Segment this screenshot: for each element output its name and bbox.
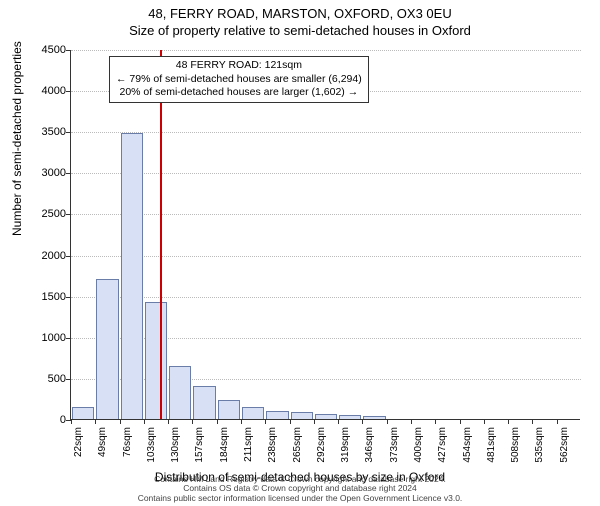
xtick-label: 292sqm (316, 427, 327, 463)
xtick-label: 319sqm (340, 427, 351, 463)
xtick-label: 454sqm (462, 427, 473, 463)
xtick-mark (411, 419, 412, 424)
xtick-label: 346sqm (364, 427, 375, 463)
histogram-bar (315, 414, 337, 419)
histogram-bar (363, 416, 385, 419)
ytick-mark (66, 50, 71, 51)
ytick-label: 2500 (26, 208, 66, 220)
gridline (71, 256, 581, 257)
histogram-bar (121, 133, 143, 419)
xtick-label: 76sqm (122, 427, 133, 457)
chart-title-line1: 48, FERRY ROAD, MARSTON, OXFORD, OX3 0EU (0, 6, 600, 21)
xtick-mark (71, 419, 72, 424)
ytick-mark (66, 379, 71, 380)
xtick-mark (217, 419, 218, 424)
xtick-label: 400sqm (413, 427, 424, 463)
ytick-label: 3000 (26, 167, 66, 179)
xtick-mark (265, 419, 266, 424)
gridline (71, 50, 581, 51)
xtick-mark (168, 419, 169, 424)
xtick-mark (192, 419, 193, 424)
ytick-mark (66, 214, 71, 215)
annotation-line: 48 FERRY ROAD: 121sqm (116, 59, 362, 73)
ytick-mark (66, 91, 71, 92)
xtick-mark (484, 419, 485, 424)
plot-region: 05001000150020002500300035004000450022sq… (70, 50, 580, 420)
xtick-label: 238sqm (267, 427, 278, 463)
xtick-label: 535sqm (534, 427, 545, 463)
xtick-mark (435, 419, 436, 424)
ytick-label: 500 (26, 373, 66, 385)
histogram-bar (169, 366, 191, 419)
xtick-label: 373sqm (389, 427, 400, 463)
ytick-label: 0 (26, 414, 66, 426)
xtick-mark (290, 419, 291, 424)
footer-line: Contains public sector information licen… (0, 494, 600, 504)
xtick-mark (508, 419, 509, 424)
xtick-mark (338, 419, 339, 424)
xtick-mark (532, 419, 533, 424)
histogram-bar (266, 411, 288, 419)
xtick-label: 22sqm (73, 427, 84, 457)
xtick-mark (95, 419, 96, 424)
y-axis-label: Number of semi-detached properties (10, 41, 24, 236)
ytick-label: 2000 (26, 250, 66, 262)
xtick-mark (460, 419, 461, 424)
xtick-mark (387, 419, 388, 424)
annotation-line: ← 79% of semi-detached houses are smalle… (116, 73, 362, 87)
xtick-label: 508sqm (510, 427, 521, 463)
xtick-mark (241, 419, 242, 424)
xtick-mark (557, 419, 558, 424)
ytick-label: 3500 (26, 126, 66, 138)
ytick-label: 4500 (26, 44, 66, 56)
xtick-label: 265sqm (292, 427, 303, 463)
ytick-mark (66, 338, 71, 339)
gridline (71, 297, 581, 298)
ytick-mark (66, 256, 71, 257)
histogram-bar (96, 279, 118, 419)
xtick-label: 481sqm (486, 427, 497, 463)
ytick-label: 1000 (26, 332, 66, 344)
xtick-label: 184sqm (219, 427, 230, 463)
ytick-label: 1500 (26, 291, 66, 303)
annotation-box: 48 FERRY ROAD: 121sqm← 79% of semi-detac… (109, 56, 369, 103)
histogram-bar (72, 407, 94, 419)
ytick-mark (66, 132, 71, 133)
histogram-bar (291, 412, 313, 419)
histogram-bar (145, 302, 167, 419)
xtick-mark (120, 419, 121, 424)
xtick-label: 103sqm (146, 427, 157, 463)
xtick-label: 157sqm (194, 427, 205, 463)
histogram-bar (339, 415, 361, 419)
ytick-label: 4000 (26, 85, 66, 97)
xtick-mark (314, 419, 315, 424)
ytick-mark (66, 297, 71, 298)
xtick-mark (144, 419, 145, 424)
histogram-bar (193, 386, 215, 419)
ytick-mark (66, 173, 71, 174)
xtick-label: 49sqm (97, 427, 108, 457)
xtick-mark (362, 419, 363, 424)
xtick-label: 130sqm (170, 427, 181, 463)
annotation-line: 20% of semi-detached houses are larger (… (116, 86, 362, 100)
chart-title-line2: Size of property relative to semi-detach… (0, 23, 600, 38)
chart-area: 05001000150020002500300035004000450022sq… (70, 50, 580, 420)
histogram-bar (242, 407, 264, 419)
xtick-label: 211sqm (243, 427, 254, 462)
gridline (71, 173, 581, 174)
gridline (71, 132, 581, 133)
marker-line (160, 50, 162, 419)
gridline (71, 214, 581, 215)
xtick-label: 562sqm (559, 427, 570, 463)
xtick-label: 427sqm (437, 427, 448, 463)
histogram-bar (218, 400, 240, 419)
